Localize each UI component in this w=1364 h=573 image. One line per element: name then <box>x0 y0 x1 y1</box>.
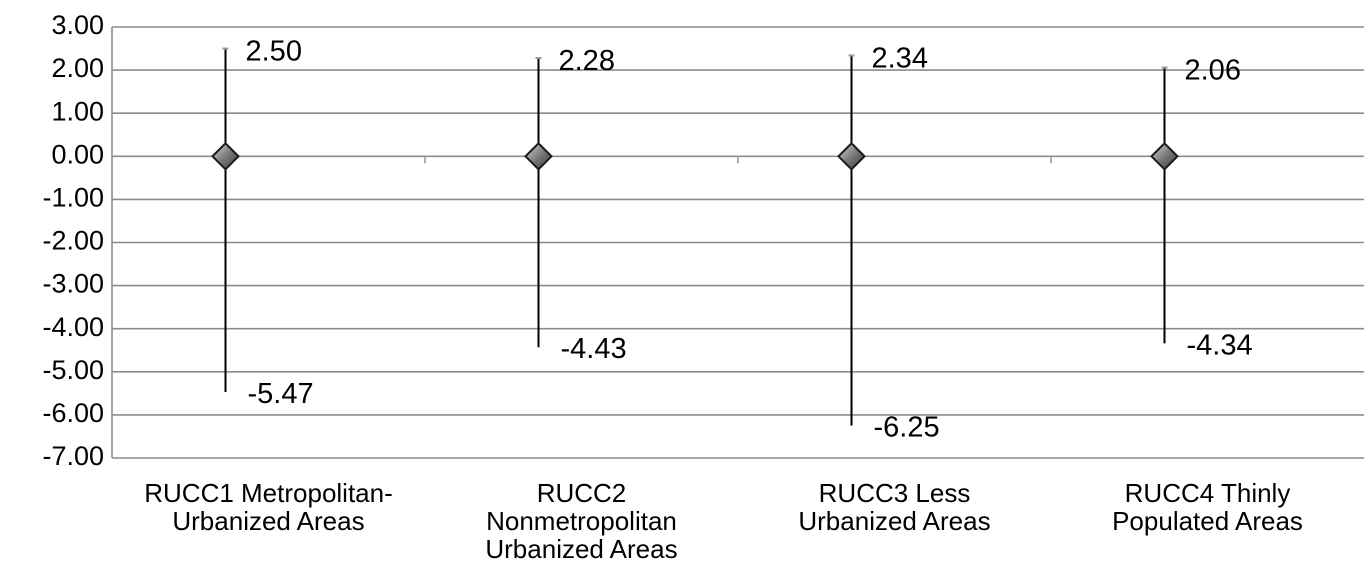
y-tick-label: 3.00 <box>51 10 104 40</box>
x-category-label-line: Nonmetropolitan <box>486 506 677 536</box>
axes <box>111 27 1052 458</box>
y-tick-label: -2.00 <box>42 226 104 256</box>
gridlines <box>112 26 1364 459</box>
upper-value-label: 2.28 <box>559 45 615 77</box>
lower-value-label: -5.47 <box>248 378 314 410</box>
y-tick-label: 1.00 <box>51 96 104 126</box>
x-category-label-line: RUCC2 <box>537 478 627 508</box>
y-tick-label: 2.00 <box>51 53 104 83</box>
y-axis-tick-labels: 3.00 2.00 1.00 0.00 -1.00 -2.00 -3.00 -4.00 -5.0… <box>42 10 104 471</box>
error-bar-point: 2.50 -5.47 <box>211 36 314 410</box>
lower-value-label: -6.25 <box>874 412 940 444</box>
y-tick-label: -1.00 <box>42 183 104 213</box>
center-marker-diamond <box>1150 141 1179 171</box>
x-category-label-line: Urbanized Areas <box>172 506 364 536</box>
x-category-label-line: RUCC4 Thinly <box>1125 478 1291 508</box>
y-tick-label: -6.00 <box>42 398 104 428</box>
x-category-label: RUCC1 Metropolitan-Urbanized Areas <box>144 478 393 536</box>
x-category-label-line: Populated Areas <box>1112 506 1303 536</box>
upper-value-label: 2.34 <box>872 42 928 74</box>
y-tick-label: -7.00 <box>42 441 104 471</box>
x-category-label: RUCC3 Less Urbanized Areas <box>798 478 990 536</box>
lower-value-label: -4.34 <box>1187 329 1253 361</box>
x-category-label: RUCC4 Thinly Populated Areas <box>1112 478 1303 536</box>
x-category-label-line: RUCC3 Less <box>819 478 971 508</box>
x-category-label-line: Urbanized Areas <box>798 506 990 536</box>
error-bar-point: 2.06 -4.34 <box>1150 55 1253 361</box>
lower-value-label: -4.43 <box>561 333 627 365</box>
y-tick-label: 0.00 <box>51 139 104 169</box>
x-category-label: RUCC2 Nonmetropolitan Urbanized Areas <box>485 478 677 564</box>
upper-value-label: 2.50 <box>246 36 302 68</box>
x-category-label-line: RUCC1 Metropolitan- <box>144 478 393 508</box>
upper-value-label: 2.06 <box>1185 55 1241 87</box>
error-bar-point: 2.34 -6.25 <box>837 42 940 444</box>
error-bar-point: 2.28 -4.43 <box>524 45 627 365</box>
y-tick-label: -3.00 <box>42 269 104 299</box>
center-marker-diamond <box>524 141 553 171</box>
x-category-label-line: Urbanized Areas <box>485 534 677 564</box>
error-bar-series: 2.50 -5.47 2.28 -4.43 2.34 -6.25 2.06 -4.34 <box>211 36 1253 444</box>
center-marker-diamond <box>837 141 866 171</box>
y-tick-label: -5.00 <box>42 355 104 385</box>
y-tick-label: -4.00 <box>42 312 104 342</box>
center-marker-diamond <box>211 141 240 171</box>
